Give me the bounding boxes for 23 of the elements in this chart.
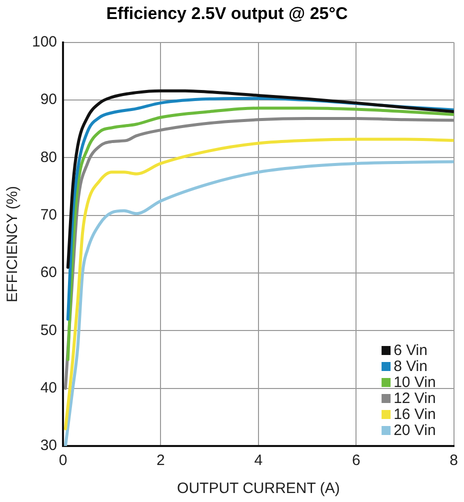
legend-label: 16 Vin [394,406,436,424]
x-tick-label: 6 [352,452,360,470]
y-tick-label: 50 [40,322,58,339]
x-tick-label: 0 [58,452,68,470]
legend-label: 6 Vin [394,342,428,360]
chart-title: Efficiency 2.5V output @ 25°C [106,4,348,23]
y-axis-title: EFFICIENCY (%) [4,186,22,302]
x-tick-label: 2 [156,452,165,470]
y-tick-label: 60 [40,264,58,282]
y-tick-label: 30 [40,437,58,454]
y-tick-label: 40 [40,379,58,396]
y-tick-label: 100 [32,34,58,51]
legend-label: 20 Vin [394,422,436,440]
y-tick-label: 70 [40,206,58,224]
y-tick-label: 80 [40,148,58,166]
legend-label: 10 Vin [394,374,436,392]
x-tick-label: 8 [450,452,458,470]
legend-label: 8 Vin [394,358,428,376]
x-axis-title: OUTPUT CURRENT (A) [177,480,340,498]
line-series [66,89,454,269]
y-tick-label: 90 [40,91,58,108]
legend-label: 12 Vin [394,390,436,408]
x-tick-label: 4 [254,452,263,470]
